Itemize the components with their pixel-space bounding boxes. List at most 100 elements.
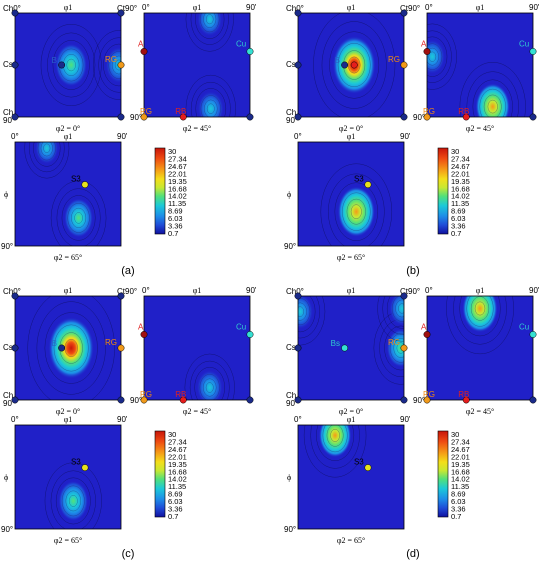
section-phi2-0	[297, 295, 405, 401]
section-phi2-45-contours	[446, 296, 514, 355]
component-rg-label: RG	[140, 107, 152, 116]
section-phi2-45-label: φ2 = 45°	[466, 407, 494, 416]
section-phi2-45	[143, 12, 251, 118]
component-rg-label: RG	[423, 390, 435, 399]
component-rg-marker	[423, 113, 431, 121]
axis-90-label: 90°	[286, 116, 298, 125]
component-cs-label: Cs	[3, 60, 13, 69]
section-phi2-65-contour-line	[29, 142, 65, 173]
section-phi2-45-contour-line	[184, 353, 235, 400]
section-phi2-0-contour-line	[108, 51, 121, 79]
colorbar-tick-label: 11.35	[168, 199, 186, 208]
axis-90-label: 90°	[284, 525, 296, 534]
section-phi2-0-intensity-peak	[105, 46, 121, 84]
section-phi2-0-contour-line	[40, 24, 102, 106]
section-phi2-65-frame	[14, 424, 122, 530]
axis-phi1-label: φ1	[64, 415, 73, 424]
corner-marker	[529, 396, 537, 404]
component-bs-label: Bs	[331, 339, 340, 348]
component-s3-marker	[81, 181, 89, 189]
colorbar-tick-label: 8.69	[168, 207, 183, 216]
axis-phi1-label: φ1	[476, 286, 485, 295]
section-phi2-65-intensity-peak	[64, 198, 94, 238]
axis-ct90-label: Ct90°	[400, 4, 420, 13]
axis-phi-label: ϕ	[4, 190, 8, 199]
axis-phi1-label: φ1	[193, 3, 202, 12]
colorbar-tick-label: 3.36	[168, 222, 183, 231]
section-phi2-45-contour-line	[472, 79, 513, 117]
section-phi2-45-contour-line	[487, 99, 498, 114]
axis-90-label: 90°	[3, 399, 15, 408]
component-cu-marker	[529, 331, 537, 338]
axis-90-label: 90°	[413, 396, 425, 405]
section-phi2-65-contour-line	[43, 143, 51, 153]
axis-90-label: 90'	[400, 415, 411, 424]
component-cs-label: Cs	[3, 343, 13, 352]
section-phi2-0-contour-line	[329, 31, 380, 99]
component-cu-marker	[529, 48, 537, 55]
section-phi2-65-contours	[320, 163, 393, 246]
section-phi2-45-frame	[426, 295, 534, 401]
section-phi2-0-intensity-peak	[298, 296, 314, 330]
component-rg-label: RG	[388, 338, 400, 347]
section-phi2-45-contour-line	[185, 74, 236, 117]
component-ct-marker	[117, 9, 125, 17]
colorbar-tick-label: 14.02	[451, 192, 470, 201]
colorbar-gradient	[437, 430, 449, 518]
component-ct-marker	[117, 292, 125, 300]
section-phi2-65-contour-line	[50, 470, 96, 529]
component-ct-marker	[400, 9, 408, 17]
section-phi2-45-contour-line	[470, 296, 490, 321]
section-phi2-65-contours	[44, 462, 102, 529]
section-phi2-0-contour-line	[92, 30, 121, 100]
section-phi2-0-contours	[40, 24, 121, 106]
corner-marker	[246, 113, 254, 121]
component-s3-label: S3	[71, 175, 81, 184]
colorbar-tick-label: 14.02	[168, 475, 187, 484]
component-ch-marker	[294, 9, 302, 17]
component-cu-label: Cu	[519, 39, 529, 48]
component-bs-label: B	[52, 56, 57, 65]
colorbar-tick-label: 8.69	[168, 490, 183, 499]
axis-phi1-label: φ1	[193, 286, 202, 295]
colorbar-tick-label: 11.35	[451, 482, 469, 491]
section-phi2-0-contour-line	[114, 59, 121, 71]
section-phi2-45	[426, 295, 534, 401]
section-phi2-65-contour-line	[40, 142, 53, 157]
section-phi2-45-contours	[185, 13, 236, 117]
component-ch-marker	[294, 113, 302, 121]
component-s3-marker	[364, 181, 372, 189]
section-phi2-65-intensity-peak	[35, 142, 59, 165]
axis-phi-label: ϕ	[287, 190, 291, 199]
axis-90-label: 90'	[117, 415, 128, 424]
section-phi2-45-contours	[184, 353, 235, 400]
colorbar-tick-label: 0.7	[168, 512, 178, 521]
section-phi2-0-contour-line	[298, 296, 320, 339]
colorbar-tick-label: 30	[451, 147, 459, 156]
section-phi2-65-contour-line	[68, 495, 78, 507]
section-phi2-0-contour-line	[27, 296, 115, 400]
section-phi2-45-frame	[426, 12, 534, 118]
component-ch-marker	[294, 292, 302, 300]
axis-phi-label: ϕ	[4, 473, 8, 482]
axis-90-label: 90°	[286, 399, 298, 408]
axis-phi1-label: φ1	[64, 132, 73, 141]
component-rb-label: RB	[175, 107, 186, 116]
component-ch-label: Ch	[286, 108, 296, 117]
section-phi2-0-background	[298, 296, 404, 400]
section-phi2-45-contour-line	[466, 296, 494, 327]
subfigure-label: (d)	[406, 548, 419, 560]
axis-phi1-label: φ1	[347, 415, 356, 424]
component-bs-marker	[58, 344, 66, 352]
axis-phi1-label: φ1	[64, 3, 73, 12]
section-phi2-0-intensity-peak	[55, 43, 88, 87]
section-phi2-65-contour-line	[303, 425, 367, 478]
section-phi2-65-contour-line	[322, 425, 348, 453]
colorbar-tick-label: 16.68	[451, 184, 470, 193]
section-phi2-0-label: φ2 = 0°	[339, 407, 363, 416]
axis-90-label: 90°	[284, 242, 296, 251]
axis-0-label: 0°	[425, 3, 433, 12]
colorbar-tick-label: 24.67	[168, 162, 187, 171]
colorbar-tick-label: 8.69	[451, 490, 466, 499]
